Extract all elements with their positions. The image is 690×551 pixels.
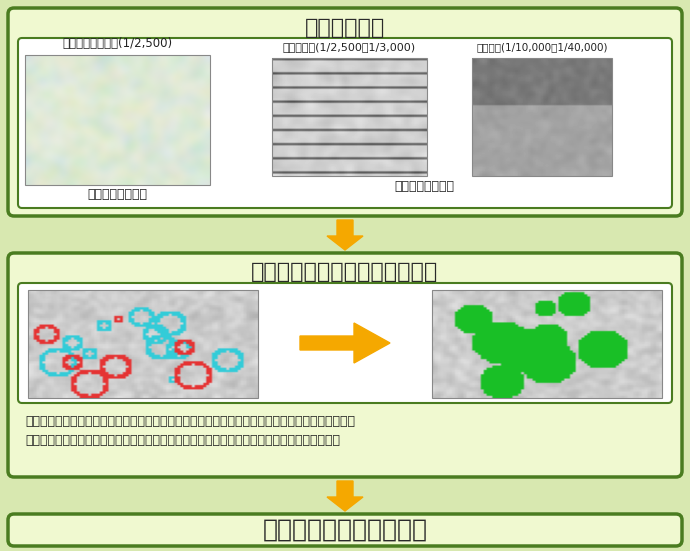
Text: 宅地造成前の地形: 宅地造成前の地形	[395, 180, 455, 192]
FancyArrow shape	[327, 220, 363, 250]
Text: 基礎資料収集: 基礎資料収集	[305, 18, 385, 38]
FancyBboxPatch shape	[8, 514, 682, 546]
FancyBboxPatch shape	[18, 283, 672, 403]
FancyBboxPatch shape	[8, 253, 682, 477]
Text: 旧版地形図(1/2,500・1/3,000): 旧版地形図(1/2,500・1/3,000)	[283, 42, 416, 52]
Text: 空中写真(1/10,000〜1/40,000): 空中写真(1/10,000〜1/40,000)	[476, 42, 608, 52]
Text: 盛土造成地の位置・規模の把握: 盛土造成地の位置・規模の把握	[251, 262, 439, 282]
Text: 宅地造成後の地形: 宅地造成後の地形	[88, 188, 148, 202]
Bar	[432, 290, 662, 398]
Text: マップの作成は、宅地造成前の写真と宅地造成後の地形データの新旧のデータをコンピュータ上で
重ね合わせ、造成後の高さや勾配、面積がガイドラインで該当するものに対し: マップの作成は、宅地造成前の写真と宅地造成後の地形データの新旧のデータをコンピュ…	[25, 415, 355, 447]
Bar	[25, 55, 210, 185]
FancyBboxPatch shape	[8, 8, 682, 216]
Bar	[472, 58, 612, 176]
FancyArrow shape	[300, 323, 390, 363]
FancyBboxPatch shape	[18, 38, 672, 208]
Text: 現況地形図データ(1/2,500): 現況地形図データ(1/2,500)	[62, 37, 172, 50]
Bar	[272, 58, 427, 176]
Text: 大規模盛土造成地の抽出: 大規模盛土造成地の抽出	[262, 518, 428, 542]
FancyArrow shape	[327, 481, 363, 511]
Bar	[28, 290, 258, 398]
